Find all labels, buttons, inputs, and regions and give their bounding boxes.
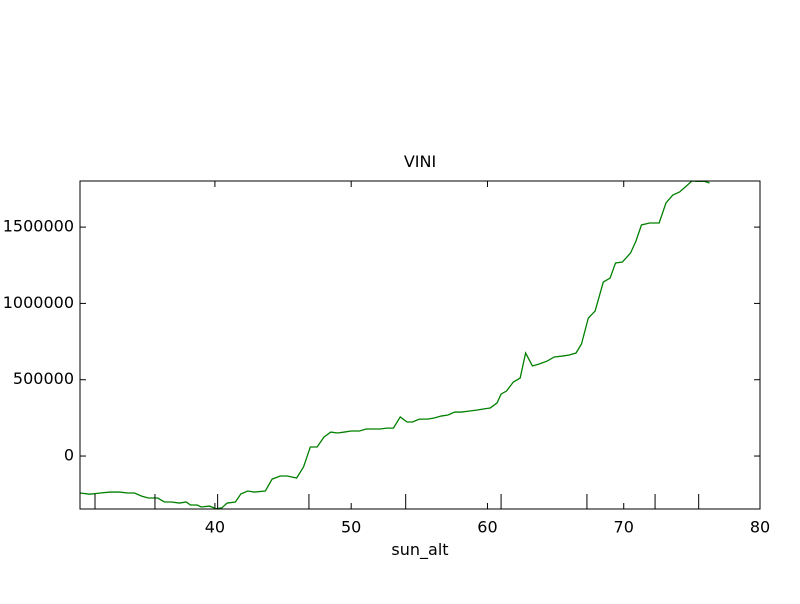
x-axis-label: sun_alt xyxy=(391,540,448,560)
x-tick-label: 60 xyxy=(477,518,497,537)
plot-area xyxy=(80,181,760,509)
x-tick-label: 50 xyxy=(341,518,361,537)
y-tick-label: 1500000 xyxy=(3,217,74,236)
y-tick-label: 1000000 xyxy=(3,293,74,312)
x-tick-label: 70 xyxy=(614,518,634,537)
data-line xyxy=(80,181,710,509)
chart-title: VINI xyxy=(404,152,436,171)
y-tick-label: 500000 xyxy=(13,369,74,388)
y-tick-label: 0 xyxy=(64,446,74,465)
plot-clip-group xyxy=(80,181,710,509)
x-tick-label: 80 xyxy=(750,518,770,537)
x-tick-label: 40 xyxy=(205,518,225,537)
plot-frame xyxy=(79,180,761,510)
